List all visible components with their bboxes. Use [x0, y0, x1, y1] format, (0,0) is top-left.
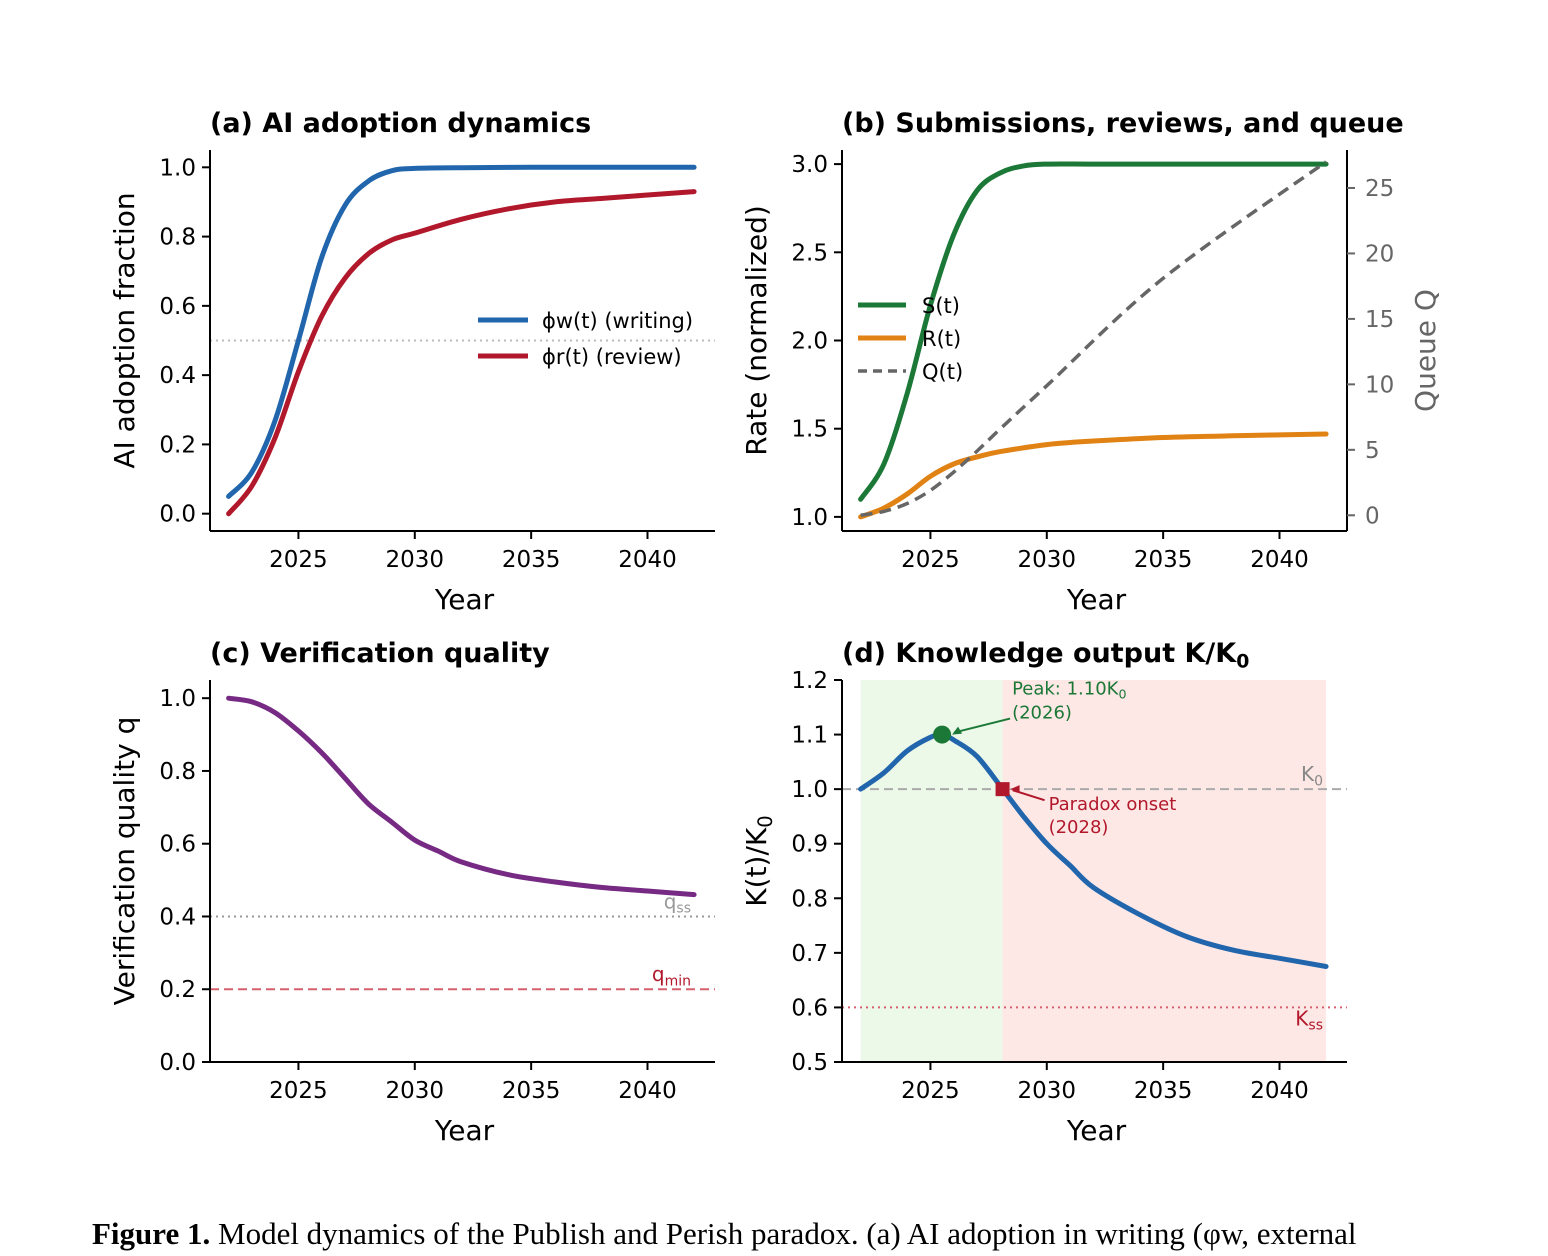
annotation-arrowhead [952, 726, 963, 735]
x-tick-label: 2025 [901, 1078, 960, 1104]
legend-label: Q(t) [922, 360, 963, 384]
x-tick-label: 2030 [386, 1078, 445, 1104]
panel-d: K0 Kss 2025 2030 2035 2040 0.5 0.6 0.7 0.8 0.9 1.0 1… [740, 638, 1347, 1147]
shaded-region [860, 680, 1003, 1062]
y-tick-label: 0.6 [791, 995, 828, 1021]
annotation-text: Peak: 1.10K0 [1012, 679, 1126, 702]
y-axis-label: K(t)/K0 [740, 815, 777, 906]
x-tick-label: 2035 [1134, 547, 1193, 573]
panel-title: (a) AI adoption dynamics [210, 108, 591, 139]
x-tick-label: 2025 [269, 547, 328, 573]
series-line [860, 160, 1328, 518]
y-tick-label: 0.8 [159, 759, 196, 785]
x-axis-label: Year [434, 583, 495, 616]
x-tick-label: 2040 [1250, 547, 1309, 573]
series-line [226, 189, 697, 517]
y-axis-right-label: Queue Q [1409, 289, 1442, 412]
y-tick-label: 0.9 [791, 832, 828, 858]
y-tick-label: 0.8 [159, 225, 196, 251]
annotation-arrowhead [1010, 785, 1020, 794]
x-tick-label: 2035 [502, 547, 561, 573]
y-axis-label: Verification quality q [108, 717, 141, 1006]
x-tick-label: 2030 [386, 547, 445, 573]
y-tick-label: 0.8 [791, 886, 828, 912]
y-tick-label: 2.5 [791, 240, 828, 266]
series-line [226, 695, 697, 898]
annotation-text: Paradox onset [1049, 794, 1177, 815]
x-tick-label: 2035 [502, 1078, 561, 1104]
x-tick-label: 2040 [618, 1078, 677, 1104]
annotation-text: (2028) [1049, 817, 1109, 838]
y-tick-label: 2.0 [791, 329, 828, 355]
y-tick-label: 1.1 [791, 723, 828, 749]
y-tick-label-right: 0 [1365, 503, 1380, 529]
shaded-region [1002, 680, 1327, 1062]
legend-label: ϕr(t) (review) [542, 345, 682, 369]
y-tick-label: 3.0 [791, 152, 828, 178]
y-tick-label: 0.4 [159, 363, 196, 389]
x-axis-label: Year [434, 1114, 495, 1147]
series-line [226, 164, 697, 499]
y-tick-label: 0.5 [791, 1050, 828, 1076]
y-tick-label: 0.2 [159, 977, 196, 1003]
annotation-text: (2026) [1012, 703, 1072, 724]
y-tick-label: 0.7 [791, 941, 828, 967]
figure-caption: Figure 1. Model dynamics of the Publish … [92, 1214, 1512, 1254]
y-tick-label-right: 10 [1365, 372, 1394, 398]
x-tick-label: 2025 [901, 547, 960, 573]
x-tick-label: 2030 [1018, 1078, 1077, 1104]
y-tick-label-right: 15 [1365, 307, 1394, 333]
y-tick-label: 1.0 [159, 686, 196, 712]
caption-text: Model dynamics of the Publish and Perish… [210, 1216, 1357, 1251]
y-tick-label: 0.0 [159, 1050, 196, 1076]
y-tick-label: 1.5 [791, 417, 828, 443]
y-tick-label: 0.4 [159, 904, 196, 930]
x-axis-label: Year [1066, 1114, 1127, 1147]
x-tick-label: 2025 [269, 1078, 328, 1104]
y-tick-label-right: 25 [1365, 176, 1394, 202]
legend-label: R(t) [922, 327, 961, 351]
annotation-arrow [953, 717, 1011, 734]
y-tick-label: 0.6 [159, 294, 196, 320]
paradox-marker [995, 782, 1010, 797]
panel-title: (d) Knowledge output K/K0 [842, 638, 1249, 673]
y-tick-label: 1.2 [791, 668, 828, 694]
panel-b: 2025 2030 2035 20401.01.52.02.53.0051015202… [740, 108, 1442, 616]
y-tick-label-right: 20 [1365, 241, 1394, 267]
y-tick-label: 1.0 [791, 777, 828, 803]
legend-label: S(t) [922, 294, 960, 318]
panel-title: (b) Submissions, reviews, and queue [842, 108, 1404, 139]
series-line [858, 161, 1329, 502]
caption-label: Figure 1. [92, 1216, 211, 1251]
y-axis-label: Rate (normalized) [740, 205, 773, 456]
y-tick-label: 0.2 [159, 432, 196, 458]
y-tick-label: 0.6 [159, 832, 196, 858]
x-axis-label: Year [1066, 583, 1127, 616]
legend-label: ϕw(t) (writing) [542, 309, 693, 333]
x-tick-label: 2040 [1250, 1078, 1309, 1104]
y-tick-label: 0.0 [159, 502, 196, 528]
series-line [858, 731, 1329, 969]
panel-title: (c) Verification quality [210, 638, 550, 669]
peak-marker [933, 725, 952, 744]
reference-line-label: K0 [1301, 762, 1323, 789]
x-tick-label: 2030 [1018, 547, 1077, 573]
reference-line-label: qmin [652, 962, 691, 989]
series-line [858, 431, 1329, 520]
y-tick-label: 1.0 [159, 155, 196, 181]
panel-a: 2025 2030 2035 2040 0.0 0.2 0.4 0.6 0.8 1.0 (a) AI… [108, 108, 715, 616]
y-axis-label: AI adoption fraction [108, 192, 141, 468]
reference-line-label: Kss [1295, 1006, 1323, 1033]
x-tick-label: 2035 [1134, 1078, 1193, 1104]
y-tick-label: 1.0 [791, 505, 828, 531]
y-tick-label-right: 5 [1365, 438, 1380, 464]
x-tick-label: 2040 [618, 547, 677, 573]
